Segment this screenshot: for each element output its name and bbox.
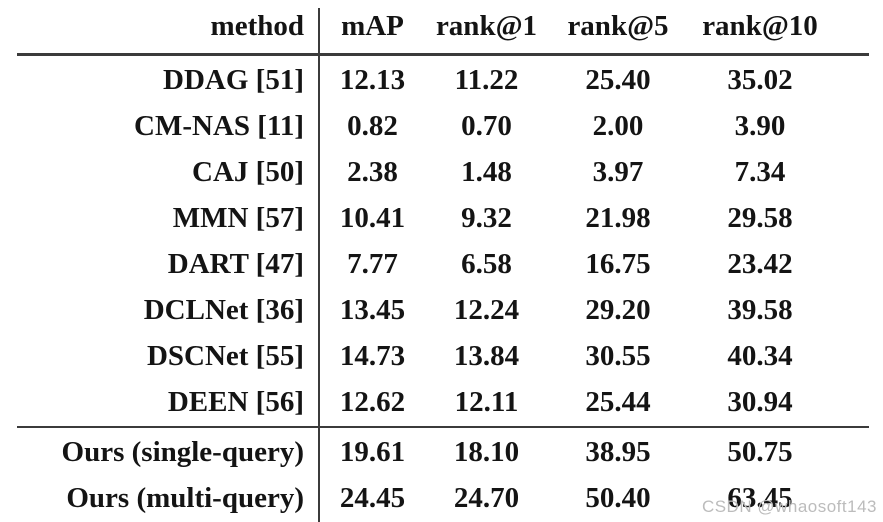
rank5-value-cell: 29.20 bbox=[585, 294, 651, 327]
map-value-cell: 12.13 bbox=[339, 63, 406, 96]
map-value-cell: 0.82 bbox=[347, 109, 398, 142]
rank5-value-cell: 3.97 bbox=[592, 155, 644, 188]
method-cell: DSCNet [55] bbox=[146, 340, 304, 373]
header-separator-rule bbox=[17, 53, 869, 56]
map-value-cell: 10.41 bbox=[339, 201, 406, 234]
rank10-value-cell: 35.02 bbox=[727, 63, 793, 96]
rank1-value-cell: 12.11 bbox=[454, 386, 519, 419]
rank10-value-cell: 7.34 bbox=[734, 155, 786, 188]
map-value-cell: 24.45 bbox=[339, 482, 406, 515]
rank5-value-cell: 30.55 bbox=[585, 340, 651, 373]
method-cell: CM-NAS [11] bbox=[134, 109, 304, 142]
column-header-method: method bbox=[210, 9, 304, 42]
csdn-watermark: CSDN @whaosoft143 bbox=[701, 497, 877, 516]
rank10-value-cell: 50.75 bbox=[727, 435, 793, 468]
baseline-rows-section: DDAG [51] 12.13 11.22 25.40 35.02 CM-NAS… bbox=[0, 57, 883, 426]
rank10-value-cell: 30.94 bbox=[727, 386, 793, 419]
method-cell: DART [47] bbox=[167, 248, 304, 281]
table-row: DSCNet [55] 14.73 13.84 30.55 40.34 bbox=[0, 334, 883, 380]
rank5-value-cell: 2.00 bbox=[592, 109, 644, 142]
ours-separator-rule bbox=[17, 426, 869, 428]
rank5-value-cell: 25.44 bbox=[585, 386, 651, 419]
column-header-rank1: rank@1 bbox=[435, 9, 538, 42]
method-cell: DDAG [51] bbox=[163, 63, 304, 96]
method-cell: DEEN [56] bbox=[167, 386, 304, 419]
rank5-value-cell: 21.98 bbox=[585, 201, 651, 234]
rank1-value-cell: 12.24 bbox=[453, 294, 520, 327]
rank1-value-cell: 6.58 bbox=[461, 248, 512, 281]
method-cell: Ours (single-query) bbox=[61, 435, 304, 468]
map-value-cell: 13.45 bbox=[339, 294, 406, 327]
rank10-value-cell: 3.90 bbox=[734, 109, 786, 142]
table-row: DDAG [51] 12.13 11.22 25.40 35.02 bbox=[0, 57, 883, 103]
map-value-cell: 2.38 bbox=[347, 155, 398, 188]
rank10-value-cell: 29.58 bbox=[727, 201, 793, 234]
map-value-cell: 14.73 bbox=[339, 340, 406, 373]
table-row: DEEN [56] 12.62 12.11 25.44 30.94 bbox=[0, 380, 883, 426]
rank1-value-cell: 9.32 bbox=[461, 201, 512, 234]
map-value-cell: 7.77 bbox=[347, 248, 398, 281]
column-header-map: mAP bbox=[341, 9, 404, 42]
column-header-rank5: rank@5 bbox=[567, 9, 669, 42]
rank10-value-cell: 39.58 bbox=[727, 294, 793, 327]
rank1-value-cell: 0.70 bbox=[461, 109, 512, 142]
map-value-cell: 19.61 bbox=[339, 435, 406, 468]
table-row: DCLNet [36] 13.45 12.24 29.20 39.58 bbox=[0, 288, 883, 334]
table-row: CM-NAS [11] 0.82 0.70 2.00 3.90 bbox=[0, 103, 883, 149]
rank1-value-cell: 24.70 bbox=[453, 482, 520, 515]
rank5-value-cell: 50.40 bbox=[585, 482, 651, 515]
ours-rows-section: Ours (single-query) 19.61 18.10 38.95 50… bbox=[0, 429, 883, 522]
table-row: Ours (multi-query) 24.45 24.70 50.40 63.… bbox=[0, 476, 883, 522]
rank10-value-cell: 40.34 bbox=[727, 340, 793, 373]
method-cell: DCLNet [36] bbox=[143, 294, 304, 327]
method-column-divider-rule bbox=[318, 8, 320, 522]
rank5-value-cell: 38.95 bbox=[585, 435, 651, 468]
rank1-value-cell: 1.48 bbox=[461, 155, 512, 188]
table-row: CAJ [50] 2.38 1.48 3.97 7.34 bbox=[0, 149, 883, 195]
table-row: MMN [57] 10.41 9.32 21.98 29.58 bbox=[0, 195, 883, 241]
rank1-value-cell: 13.84 bbox=[453, 340, 520, 373]
rank10-value-cell: 23.42 bbox=[727, 248, 793, 281]
rank1-value-cell: 11.22 bbox=[454, 63, 519, 96]
rank1-value-cell: 18.10 bbox=[453, 435, 520, 468]
rank10-value-cell: 63.45 bbox=[727, 482, 793, 515]
rank5-value-cell: 25.40 bbox=[585, 63, 651, 96]
table-row: Ours (single-query) 19.61 18.10 38.95 50… bbox=[0, 429, 883, 476]
table-row: DART [47] 7.77 6.58 16.75 23.42 bbox=[0, 242, 883, 288]
rank5-value-cell: 16.75 bbox=[585, 248, 651, 281]
method-cell: CAJ [50] bbox=[192, 155, 304, 188]
column-header-rank10: rank@10 bbox=[702, 9, 818, 42]
map-value-cell: 12.62 bbox=[339, 386, 406, 419]
method-cell: MMN [57] bbox=[172, 201, 304, 234]
table-header-row: method mAP rank@1 rank@5 rank@10 bbox=[0, 0, 883, 52]
method-cell: Ours (multi-query) bbox=[66, 482, 304, 515]
